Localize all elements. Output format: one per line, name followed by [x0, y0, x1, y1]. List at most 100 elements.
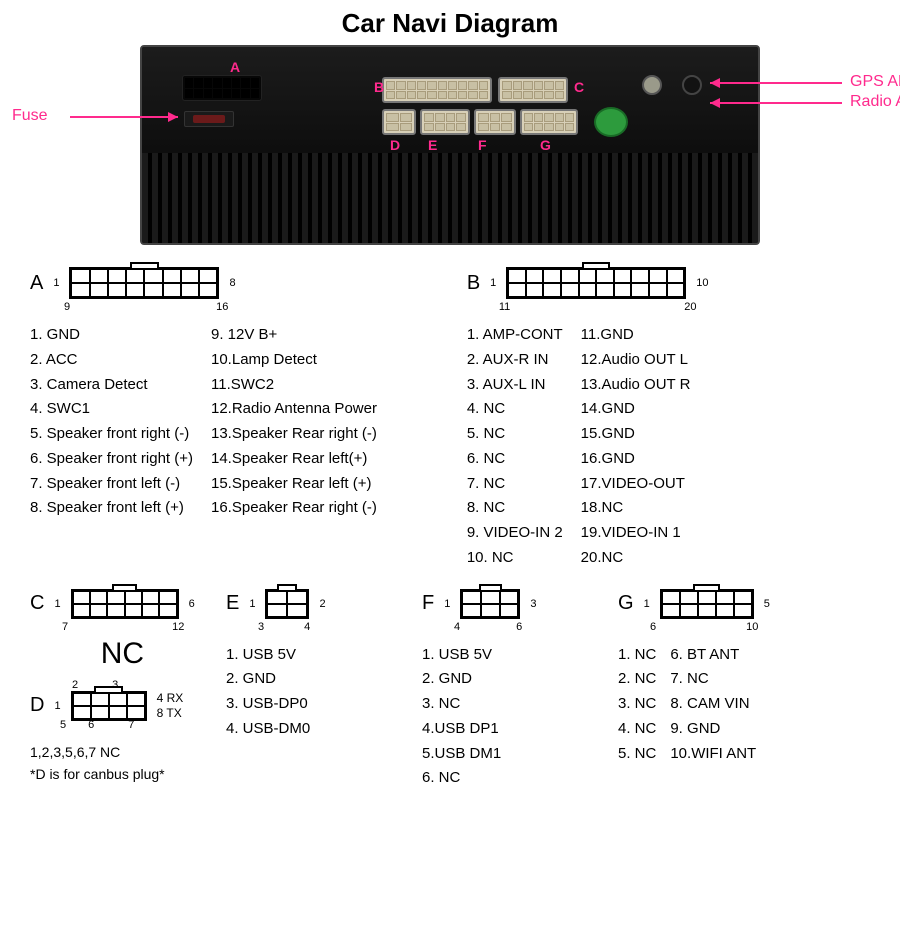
pin-item: 2. GND: [422, 667, 607, 692]
pin-item: 10. NC: [467, 546, 563, 571]
C-br: 12: [172, 621, 184, 633]
pin-item: 5. Speaker front right (-): [30, 422, 193, 447]
C-tl: 1: [54, 598, 60, 610]
radio-port: [682, 75, 702, 95]
pin-item: 6. BT ANT: [670, 643, 756, 668]
block-A: A 1 8 9 16 1. GND2. ACC3. Camera Detect4…: [30, 267, 433, 571]
pin-item: 4. USB-DM0: [226, 717, 411, 742]
connector-F-shape: [474, 109, 516, 135]
F-list: 1. USB 5V2. GND3. NC4.USB DP15.USB DM16.…: [422, 643, 607, 792]
unit-letter-G: G: [540, 137, 551, 153]
F-tl: 1: [444, 598, 450, 610]
pin-item: 11.GND: [581, 323, 691, 348]
pin-item: 3. AUX-L IN: [467, 373, 563, 398]
connector-E-box: [265, 589, 309, 619]
head-unit-body: A B C D E F G: [140, 45, 760, 245]
connector-G-shape: [520, 109, 578, 135]
unit-letter-E: E: [428, 137, 437, 153]
A-tl: 1: [53, 277, 59, 289]
G-br: 10: [746, 621, 758, 633]
F-tr: 3: [530, 598, 536, 610]
A-bl: 9: [64, 301, 70, 313]
letter-C: C: [30, 592, 44, 615]
connector-A-box: [69, 267, 219, 299]
unit-letter-D: D: [390, 137, 400, 153]
letter-F: F: [422, 592, 434, 615]
label-gps-ant: GPS ANT: [850, 73, 900, 91]
D-bl: 5: [60, 719, 66, 731]
pin-item: 5.USB DM1: [422, 742, 607, 767]
pin-item: 5. NC: [467, 422, 563, 447]
E-bl: 3: [258, 621, 264, 633]
connector-D-shape: [382, 109, 416, 135]
pin-item: 1. USB 5V: [226, 643, 411, 668]
gps-port: [642, 75, 662, 95]
pin-item: 3. Camera Detect: [30, 373, 193, 398]
pin-item: 12.Audio OUT L: [581, 348, 691, 373]
pin-item: 7. NC: [670, 667, 756, 692]
E-br: 4: [304, 621, 310, 633]
pin-item: 6. NC: [467, 447, 563, 472]
unit-letter-C: C: [574, 79, 584, 95]
pin-item: 16.GND: [581, 447, 691, 472]
F-bl: 4: [454, 621, 460, 633]
A-tr: 8: [229, 277, 235, 289]
pin-item: 7. NC: [467, 472, 563, 497]
fuse-holder: [184, 111, 234, 127]
G-bl: 6: [650, 621, 656, 633]
B-bl: 11: [499, 301, 510, 313]
pin-item: 14.GND: [581, 397, 691, 422]
C-nc: NC: [30, 637, 215, 671]
B-list-right: 11.GND12.Audio OUT L13.Audio OUT R14.GND…: [581, 323, 691, 571]
F-br: 6: [516, 621, 522, 633]
D-footer2: *D is for canbus plug*: [30, 763, 215, 785]
pin-item: 4. NC: [618, 717, 656, 742]
pin-item: 18.NC: [581, 496, 691, 521]
letter-E: E: [226, 592, 239, 615]
pin-item: 4. SWC1: [30, 397, 193, 422]
pin-item: 12.Radio Antenna Power: [211, 397, 377, 422]
pin-item: 1. NC: [618, 643, 656, 668]
pin-item: 8. NC: [467, 496, 563, 521]
pin-item: 1. GND: [30, 323, 193, 348]
G-tl: 1: [644, 598, 650, 610]
unit-letter-F: F: [478, 137, 487, 153]
A-list-right: 9. 12V B+10.Lamp Detect11.SWC212.Radio A…: [211, 323, 377, 521]
G-tr: 5: [764, 598, 770, 610]
connector-black: [182, 75, 262, 101]
unit-letter-A: A: [230, 59, 240, 75]
unit-letter-B: B: [374, 79, 384, 95]
connector-E-shape: [420, 109, 470, 135]
pin-item: 9. VIDEO-IN 2: [467, 521, 563, 546]
qc-sticker: [594, 107, 628, 137]
letter-D: D: [30, 694, 44, 717]
block-G: G 1 5 6 10 1. NC2. NC3. NC4. NC5. NC 6. …: [618, 589, 870, 767]
pin-item: 3. NC: [618, 692, 656, 717]
B-tr: 10: [696, 277, 708, 289]
C-bl: 7: [62, 621, 68, 633]
D-t2: 2: [72, 679, 78, 691]
E-list: 1. USB 5V2. GND3. USB-DP04. USB-DM0: [226, 643, 411, 742]
pin-item: 13.Speaker Rear right (-): [211, 422, 377, 447]
label-radio-ant: Radio ANT: [850, 93, 900, 111]
B-tl: 1: [490, 277, 496, 289]
pin-item: 6. Speaker front right (+): [30, 447, 193, 472]
pinout-section: A 1 8 9 16 1. GND2. ACC3. Camera Detect4…: [0, 255, 900, 791]
pin-item: 16.Speaker Rear right (-): [211, 496, 377, 521]
E-tr: 2: [319, 598, 325, 610]
pin-item: 2. AUX-R IN: [467, 348, 563, 373]
connector-B-shape: [382, 77, 492, 103]
G-list-left: 1. NC2. NC3. NC4. NC5. NC: [618, 643, 656, 767]
pin-item: 3. NC: [422, 692, 607, 717]
B-br: 20: [684, 301, 696, 313]
pin-item: 9. 12V B+: [211, 323, 377, 348]
letter-B: B: [467, 272, 480, 295]
block-F: F 1 3 4 6 1. USB 5V2. GND3. NC4.USB DP15…: [422, 589, 607, 792]
connector-G-box: [660, 589, 754, 619]
connector-B-box: [506, 267, 686, 299]
pin-item: 13.Audio OUT R: [581, 373, 691, 398]
block-CD: C 1 6 7 12 NC 2 3 D 1: [30, 589, 215, 786]
block-B: B 1 10 11 20 1. AMP-CONT2. AUX-R IN3. AU…: [467, 267, 870, 571]
pin-item: 9. GND: [670, 717, 756, 742]
E-tl: 1: [249, 598, 255, 610]
